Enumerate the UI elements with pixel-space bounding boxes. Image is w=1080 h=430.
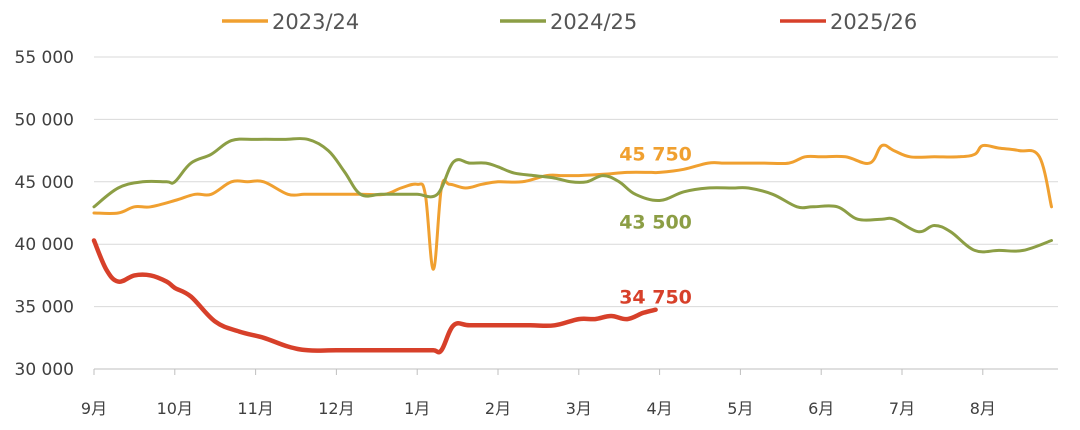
legend-label: 2024/25 [550, 10, 637, 34]
data-label-2025-26: 34 750 [619, 287, 692, 309]
x-tick-label: 3月 [566, 399, 592, 418]
x-tick-label: 6月 [808, 399, 834, 418]
y-tick-label: 45 000 [15, 173, 74, 193]
y-tick-label: 55 000 [15, 48, 74, 68]
x-tick-label: 9月 [81, 399, 107, 418]
y-tick-label: 35 000 [15, 298, 74, 318]
series-line-2025-26 [91, 238, 658, 355]
y-axis-ticks: 30 000 35 000 40 000 45 000 50 000 55 000 [15, 48, 74, 380]
x-tick-label: 5月 [727, 399, 753, 418]
x-tick-label: 8月 [970, 399, 996, 418]
y-tick-label: 30 000 [15, 360, 74, 380]
series-line-2024-25 [92, 136, 1053, 254]
x-axis: 9月 10月 11月 12月 1月 2月 3月 4月 5月 6月 7月 8月 [81, 368, 1058, 418]
legend-label: 2023/24 [272, 10, 359, 34]
data-labels: 45 750 43 500 34 750 [619, 143, 692, 308]
legend-label: 2025/26 [830, 10, 917, 34]
x-tick-label: 12月 [318, 399, 354, 418]
x-tick-label: 2月 [485, 399, 511, 418]
series-lines [91, 136, 1053, 355]
y-tick-label: 50 000 [15, 110, 74, 130]
data-label-2023-24: 45 750 [619, 143, 692, 165]
grid-lines [94, 56, 1058, 370]
data-label-2024-25: 43 500 [619, 212, 692, 234]
x-tick-label: 11月 [237, 399, 273, 418]
legend: 2023/24 2024/25 2025/26 [222, 10, 917, 34]
y-tick-label: 40 000 [15, 235, 74, 255]
series-line-2023-24 [92, 143, 1053, 271]
x-tick-label: 7月 [889, 399, 915, 418]
x-tick-label: 1月 [404, 399, 430, 418]
x-tick-label: 4月 [647, 399, 673, 418]
x-tick-label: 10月 [157, 399, 193, 418]
